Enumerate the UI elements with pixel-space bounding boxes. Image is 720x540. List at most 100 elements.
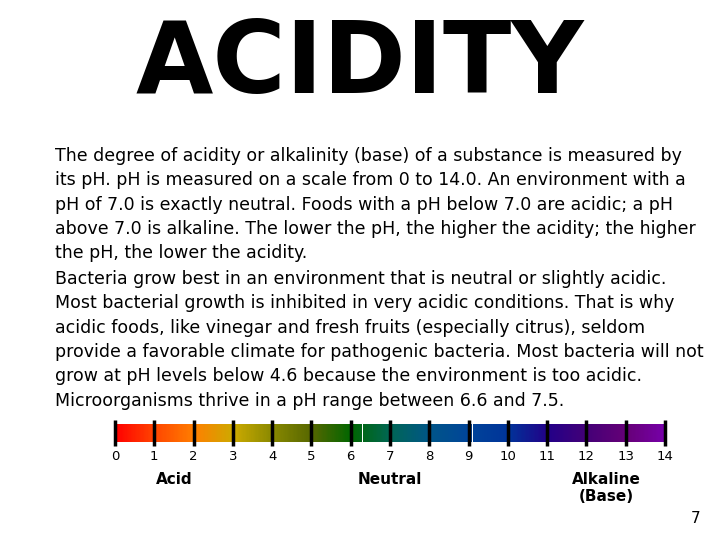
- Bar: [415, 424, 416, 442]
- Bar: [410, 424, 411, 442]
- Bar: [232, 424, 233, 442]
- Text: 13: 13: [617, 450, 634, 463]
- Text: 5: 5: [307, 450, 315, 463]
- Bar: [326, 424, 327, 442]
- Bar: [543, 424, 544, 442]
- Bar: [360, 424, 361, 442]
- Bar: [284, 424, 285, 442]
- Bar: [146, 424, 148, 442]
- Bar: [531, 424, 533, 442]
- Bar: [377, 424, 378, 442]
- Bar: [408, 424, 410, 442]
- Bar: [487, 424, 488, 442]
- Bar: [349, 424, 351, 442]
- Bar: [608, 424, 610, 442]
- Bar: [181, 424, 183, 442]
- Bar: [373, 424, 374, 442]
- Bar: [178, 424, 179, 442]
- Bar: [143, 424, 144, 442]
- Bar: [618, 424, 619, 442]
- Bar: [271, 424, 272, 442]
- Bar: [378, 424, 379, 442]
- Bar: [323, 424, 325, 442]
- Bar: [280, 424, 282, 442]
- Bar: [274, 424, 275, 442]
- Bar: [660, 424, 661, 442]
- Bar: [258, 424, 259, 442]
- Bar: [234, 424, 235, 442]
- Bar: [294, 424, 296, 442]
- Bar: [343, 424, 344, 442]
- Bar: [610, 424, 611, 442]
- Bar: [472, 424, 474, 442]
- Bar: [230, 424, 232, 442]
- Bar: [576, 424, 577, 442]
- Bar: [613, 424, 614, 442]
- Bar: [312, 424, 314, 442]
- Bar: [315, 424, 317, 442]
- Bar: [215, 424, 216, 442]
- Bar: [197, 424, 199, 442]
- Bar: [171, 424, 173, 442]
- Bar: [662, 424, 664, 442]
- Bar: [514, 424, 516, 442]
- Bar: [365, 424, 366, 442]
- Bar: [419, 424, 420, 442]
- Bar: [602, 424, 603, 442]
- Bar: [264, 424, 266, 442]
- Bar: [361, 424, 362, 442]
- Bar: [436, 424, 437, 442]
- Bar: [208, 424, 210, 442]
- Bar: [374, 424, 376, 442]
- Bar: [183, 424, 184, 442]
- Bar: [622, 424, 623, 442]
- Bar: [428, 424, 429, 442]
- Bar: [477, 424, 478, 442]
- Bar: [626, 424, 627, 442]
- Bar: [448, 424, 449, 442]
- Bar: [639, 424, 640, 442]
- Bar: [310, 424, 312, 442]
- Bar: [446, 424, 448, 442]
- Bar: [246, 424, 247, 442]
- Bar: [384, 424, 386, 442]
- Bar: [298, 424, 300, 442]
- Bar: [158, 424, 160, 442]
- Bar: [330, 424, 331, 442]
- Bar: [550, 424, 551, 442]
- Bar: [500, 424, 501, 442]
- Bar: [251, 424, 253, 442]
- Bar: [549, 424, 550, 442]
- Bar: [233, 424, 234, 442]
- Bar: [627, 424, 629, 442]
- Bar: [256, 424, 258, 442]
- Bar: [464, 424, 466, 442]
- Bar: [165, 424, 166, 442]
- Bar: [138, 424, 140, 442]
- Bar: [397, 424, 398, 442]
- Bar: [590, 424, 592, 442]
- Bar: [351, 424, 352, 442]
- Bar: [275, 424, 276, 442]
- Bar: [152, 424, 153, 442]
- Bar: [432, 424, 433, 442]
- Bar: [577, 424, 579, 442]
- Bar: [433, 424, 435, 442]
- Bar: [238, 424, 240, 442]
- Text: 1: 1: [150, 450, 158, 463]
- Bar: [508, 424, 509, 442]
- Bar: [290, 424, 292, 442]
- Bar: [496, 424, 498, 442]
- Bar: [135, 424, 136, 442]
- Bar: [499, 424, 500, 442]
- Bar: [288, 424, 289, 442]
- Bar: [173, 424, 174, 442]
- Bar: [442, 424, 444, 442]
- Bar: [438, 424, 440, 442]
- Bar: [243, 424, 245, 442]
- Bar: [372, 424, 373, 442]
- Bar: [174, 424, 175, 442]
- Bar: [362, 424, 364, 442]
- Text: 12: 12: [578, 450, 595, 463]
- Bar: [538, 424, 539, 442]
